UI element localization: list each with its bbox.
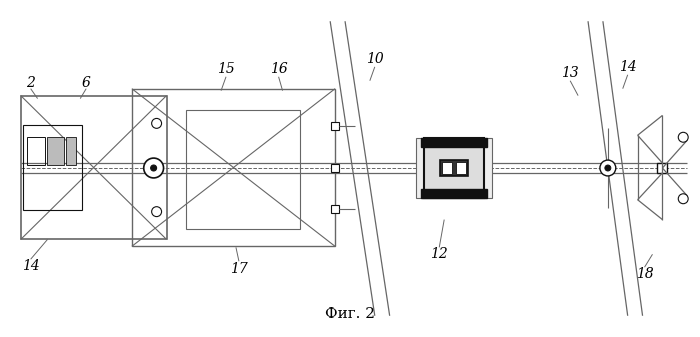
Bar — [331, 122, 339, 130]
Bar — [421, 189, 487, 198]
Circle shape — [152, 118, 162, 128]
Text: 6: 6 — [82, 76, 90, 90]
Text: Фиг. 2: Фиг. 2 — [325, 307, 375, 321]
Circle shape — [678, 194, 688, 204]
Text: 16: 16 — [270, 62, 288, 76]
Text: 2: 2 — [26, 76, 35, 90]
Bar — [27, 137, 45, 165]
Circle shape — [605, 165, 611, 171]
Bar — [442, 162, 452, 174]
Bar — [46, 137, 64, 165]
Text: 17: 17 — [230, 262, 248, 276]
Text: 12: 12 — [430, 247, 448, 261]
Circle shape — [144, 158, 164, 178]
Circle shape — [600, 160, 616, 176]
Bar — [186, 111, 300, 229]
Circle shape — [678, 132, 688, 142]
Bar — [456, 162, 466, 174]
Text: 18: 18 — [636, 267, 653, 281]
Bar — [132, 89, 335, 246]
Bar — [657, 163, 667, 173]
Bar — [21, 96, 167, 239]
Text: 10: 10 — [366, 52, 384, 66]
Bar — [331, 205, 339, 213]
Bar — [22, 125, 82, 210]
Circle shape — [152, 207, 162, 217]
Bar — [66, 137, 76, 165]
Circle shape — [150, 165, 157, 171]
Bar — [416, 138, 492, 198]
Text: 14: 14 — [619, 60, 636, 74]
Bar — [421, 138, 487, 147]
Text: 13: 13 — [561, 66, 579, 80]
Bar — [424, 138, 484, 198]
Text: 14: 14 — [22, 259, 39, 273]
Bar — [331, 164, 339, 172]
Bar — [440, 160, 468, 176]
Text: 15: 15 — [217, 62, 235, 76]
